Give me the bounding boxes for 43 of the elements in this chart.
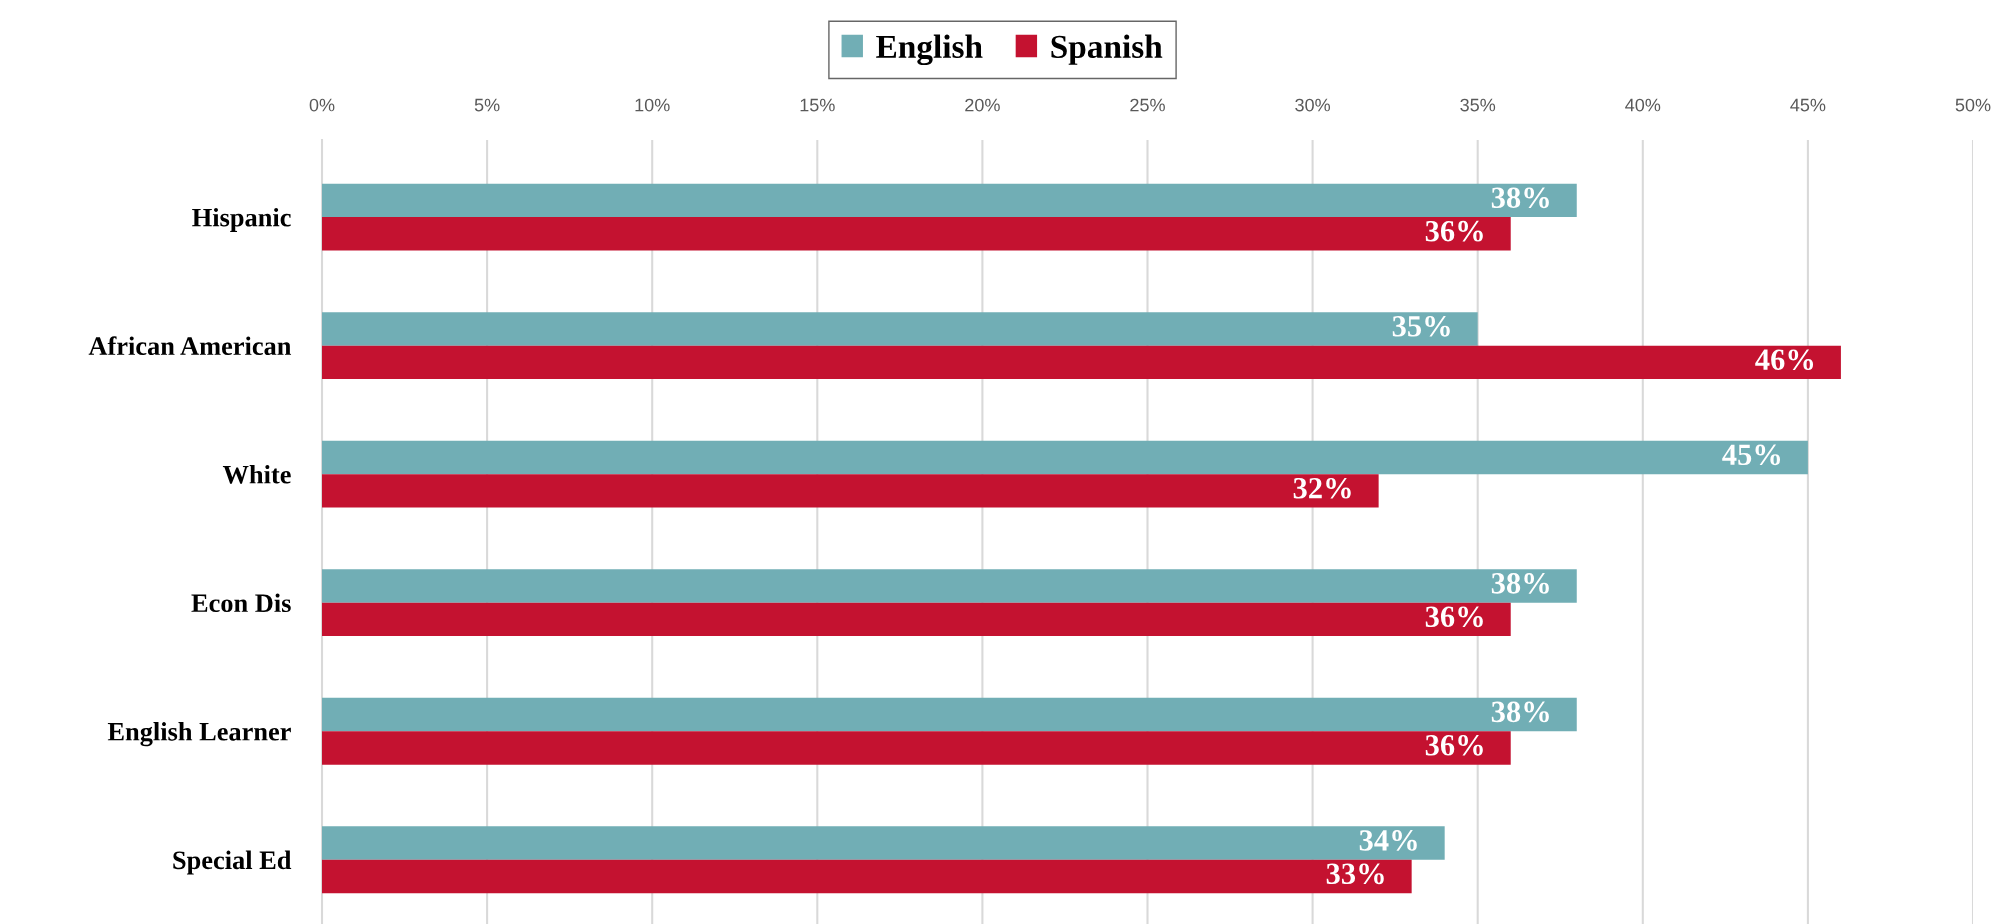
y-tick-label: Hispanic (192, 207, 291, 232)
data-label: 38% (1491, 573, 1549, 594)
data-label: 34% (1359, 830, 1417, 851)
data-label: 33% (1326, 863, 1384, 885)
bar (322, 602, 1511, 637)
data-label: 35% (1392, 315, 1450, 337)
y-tick-label: Special Ed (173, 850, 292, 875)
bar (322, 312, 1478, 346)
x-tick-label: 0% (309, 98, 335, 112)
bar (322, 217, 1511, 251)
y-tick-label: African American (88, 336, 292, 356)
x-tick-label: 5% (474, 98, 500, 112)
y-tick-label: English Learner (107, 722, 291, 747)
data-label: 46% (1755, 349, 1814, 371)
bar (322, 345, 1841, 380)
data-label: 38% (1491, 187, 1549, 209)
x-tick-label: 15% (800, 98, 835, 112)
y-tick-label: White (222, 465, 291, 484)
legend-label: English (876, 34, 983, 66)
y-tick-label: Econ Dis (191, 593, 291, 613)
data-label: 36% (1425, 220, 1483, 242)
legend-label: Spanish (1051, 34, 1163, 65)
data-label: 36% (1425, 606, 1483, 628)
x-tick-label: 50% (1955, 98, 1991, 112)
x-tick-label: 40% (1625, 98, 1661, 112)
bar (322, 826, 1445, 860)
x-tick-label: 25% (1130, 98, 1165, 112)
bar (322, 731, 1511, 765)
x-tick-label: 35% (1460, 98, 1496, 112)
x-tick-label: 30% (1295, 98, 1331, 112)
data-label: 32% (1293, 477, 1351, 499)
bar (322, 183, 1577, 218)
x-tick-label: 20% (965, 98, 1000, 112)
bar (322, 569, 1577, 603)
x-tick-label: 10% (635, 98, 670, 112)
bar (322, 440, 1808, 475)
data-label: 36% (1425, 734, 1483, 756)
bar (322, 697, 1577, 732)
x-tick-label: 45% (1790, 98, 1826, 112)
data-label: 38% (1491, 701, 1549, 723)
bar (322, 859, 1412, 894)
data-label: 45% (1722, 444, 1781, 466)
bar (322, 474, 1379, 508)
